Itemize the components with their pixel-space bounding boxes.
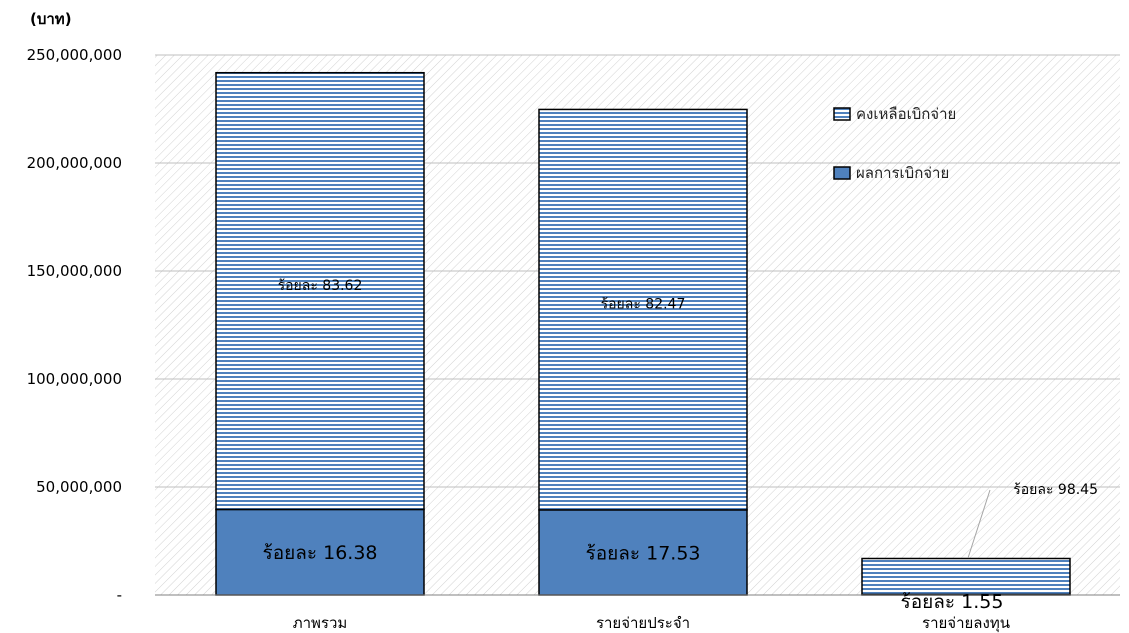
data-label-remaining: ร้อยละ 83.62 (278, 278, 363, 294)
y-tick-label: 50,000,000 (36, 478, 122, 496)
bar-segment-remaining (861, 557, 1071, 596)
y-tick-label: 100,000,000 (27, 370, 122, 388)
x-axis-labels: ภาพรวม รายจ่ายประจำ รายจ่ายลงทุน (293, 614, 1010, 633)
bar-segment-dispensed (538, 509, 748, 596)
legend-label: คงเหลือเบิกจ่าย (856, 105, 956, 123)
legend-swatch (833, 166, 851, 180)
x-category-label: รายจ่ายประจำ (596, 614, 690, 632)
legend-label: ผลการเบิกจ่าย (856, 164, 949, 182)
bar-segment-dispensed (215, 508, 425, 596)
x-category-label: รายจ่ายลงทุน (922, 614, 1010, 633)
data-labels: ร้อยละ 83.62 ร้อยละ 16.38 ร้อยละ 82.47 ร้อย… (262, 278, 1098, 613)
y-tick-label: 250,000,000 (27, 46, 122, 64)
y-axis-ticks: 250,000,000 200,000,000 150,000,000 100,000… (27, 46, 122, 604)
data-label-dispensed: ร้อยละ 17.53 (585, 542, 700, 564)
legend-swatch (833, 107, 851, 121)
bar-segment-remaining (538, 108, 748, 511)
data-label-remaining: ร้อยละ 98.45 (1013, 482, 1098, 498)
y-unit-label: (บาท) (30, 10, 72, 28)
y-tick-label: - (117, 586, 122, 604)
bars (215, 71, 1071, 596)
data-label-remaining: ร้อยละ 82.47 (601, 297, 686, 313)
x-category-label: ภาพรวม (293, 614, 348, 632)
data-label-dispensed: ร้อยละ 1.55 (901, 591, 1004, 613)
y-tick-label: 150,000,000 (27, 262, 122, 280)
data-label-dispensed: ร้อยละ 16.38 (262, 542, 377, 564)
leader-line (967, 489, 991, 559)
bar-segment-remaining (215, 71, 425, 511)
y-tick-label: 200,000,000 (27, 154, 122, 172)
